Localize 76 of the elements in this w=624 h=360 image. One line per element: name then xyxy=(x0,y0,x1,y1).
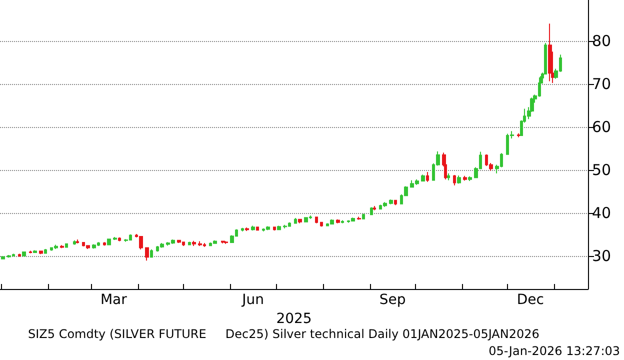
x-axis-title: 2025 xyxy=(276,310,312,327)
candlestick xyxy=(548,23,552,82)
x-tick-label: Jun xyxy=(241,292,264,308)
candlestick xyxy=(54,244,58,250)
candlestick xyxy=(266,226,270,231)
candlestick xyxy=(65,242,68,248)
candlestick xyxy=(73,240,76,246)
candlestick xyxy=(383,202,387,208)
candlestick xyxy=(124,238,128,242)
candlestick xyxy=(107,238,111,246)
text: SIZ5 Comdty (SILVER FUTURE Dec25) Silver technical Daily 01JAN2025-05JAN2026 xyxy=(28,327,540,341)
candlestick xyxy=(277,225,281,231)
candlestick xyxy=(76,239,79,244)
candlestick xyxy=(150,248,153,258)
x-tick-label: Dec xyxy=(516,292,544,308)
candlestick xyxy=(39,250,43,255)
candlestick xyxy=(315,216,318,224)
candlestick xyxy=(457,174,461,184)
candlestick xyxy=(177,239,181,244)
candlestick xyxy=(251,225,255,232)
candlestick xyxy=(245,227,249,232)
candlestick xyxy=(283,224,287,229)
candlestick xyxy=(145,246,149,262)
candlestick xyxy=(394,199,397,206)
candlestick xyxy=(426,172,429,182)
candlestick xyxy=(517,132,520,138)
candlestick xyxy=(92,244,96,250)
y-tick-label: 30 xyxy=(592,246,612,265)
candlestick xyxy=(304,216,308,223)
candlestick xyxy=(362,213,365,220)
candlestick xyxy=(139,236,143,250)
candlestick xyxy=(1,256,5,260)
candlestick xyxy=(29,250,32,254)
candlestick xyxy=(7,254,11,258)
candlestick xyxy=(453,174,456,186)
candlestick xyxy=(341,220,344,224)
candlestick xyxy=(370,206,373,216)
candlestick xyxy=(33,250,37,254)
candlestick xyxy=(198,240,202,246)
candlestick xyxy=(373,206,376,211)
candlestick xyxy=(256,226,259,232)
text: 05-Jan-2026 13:27:03 xyxy=(488,344,620,358)
y-tick-label: 70 xyxy=(592,74,612,93)
candlestick xyxy=(118,236,121,242)
candlestick xyxy=(44,248,47,254)
candlestick xyxy=(103,242,106,246)
candlestick xyxy=(330,218,334,225)
candlestick xyxy=(320,221,323,228)
candlestick xyxy=(188,241,191,246)
candlestick xyxy=(447,172,450,181)
candlestick xyxy=(60,244,64,249)
candlestick xyxy=(421,174,425,182)
y-tick-label: 50 xyxy=(592,160,612,179)
y-tick-label: 40 xyxy=(592,204,612,222)
candlestick xyxy=(22,251,26,257)
candlestick xyxy=(294,218,297,224)
candlestick xyxy=(213,240,217,244)
candlestick xyxy=(357,216,361,220)
candlestick xyxy=(241,227,244,232)
y-tick-label: 60 xyxy=(592,118,612,136)
candlestick xyxy=(160,242,164,248)
y-tick-label: 80 xyxy=(592,32,612,50)
candlestick xyxy=(86,244,90,250)
candlestick xyxy=(113,236,117,240)
candlestick xyxy=(336,218,340,224)
candlestick xyxy=(18,253,21,258)
candlestick xyxy=(192,240,196,246)
candlestick xyxy=(273,226,276,232)
candlestick xyxy=(351,217,355,222)
candlestick xyxy=(298,218,302,224)
candlestick xyxy=(463,175,467,182)
candlestick xyxy=(468,176,472,182)
candlestick xyxy=(224,240,228,244)
candlestick xyxy=(389,199,393,205)
x-tick-label: Mar xyxy=(100,292,128,308)
x-tick-label: Sep xyxy=(379,292,406,308)
